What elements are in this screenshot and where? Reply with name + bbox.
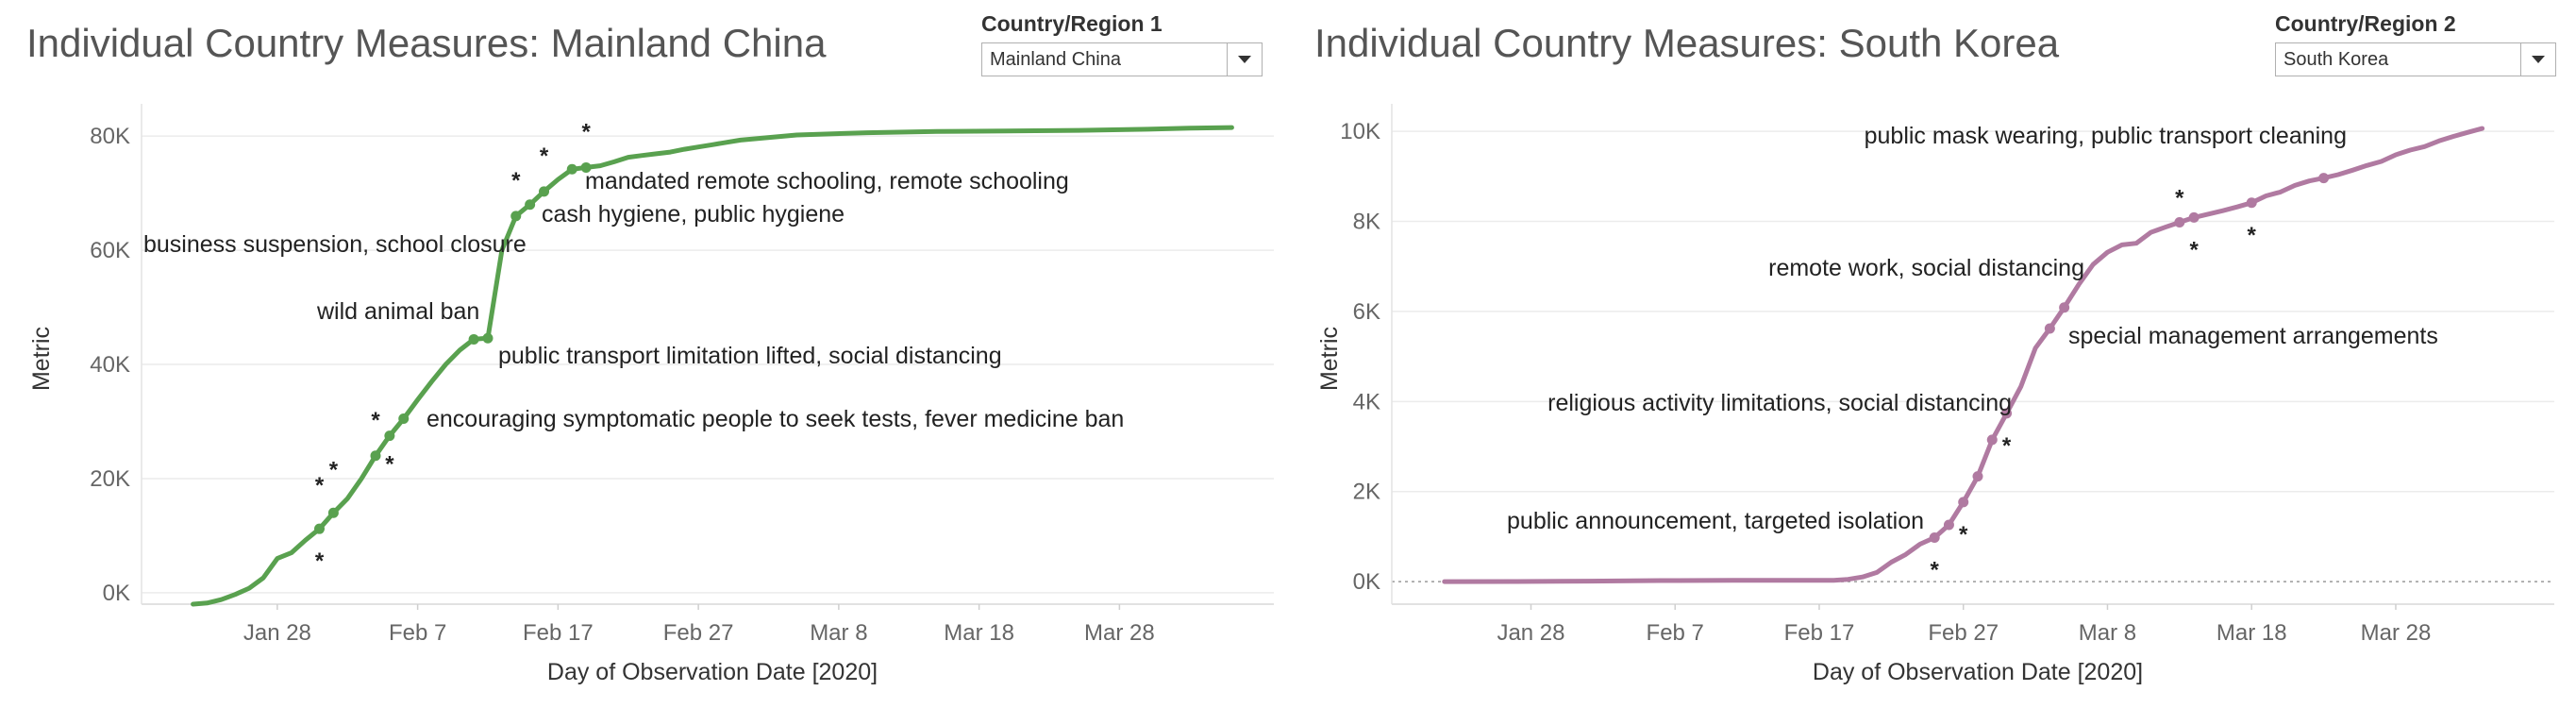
x-tick-label: Feb 7: [389, 620, 446, 646]
annotation-label: public announcement, targeted isolation: [1507, 508, 1924, 534]
measure-marker: [510, 211, 522, 222]
x-axis-title: Day of Observation Date [2020]: [1813, 659, 2143, 685]
x-tick-label: Mar 28: [2361, 620, 2432, 646]
y-tick-label: 80K: [90, 124, 130, 149]
country-region-2-dropdown[interactable]: South Korea: [2275, 42, 2556, 76]
measure-marker: [2174, 216, 2185, 228]
measure-star: *: [371, 408, 380, 433]
y-tick-label: 20K: [90, 466, 130, 492]
measure-marker: [314, 523, 325, 534]
measure-marker: [2188, 211, 2200, 223]
y-tick-label: 4K: [1353, 389, 1380, 414]
annotation-label: mandated remote schooling, remote school…: [585, 168, 1069, 194]
chevron-down-icon[interactable]: [1227, 43, 1262, 76]
x-tick-label: Mar 28: [1084, 620, 1155, 646]
measure-marker: [398, 413, 410, 424]
annotation-label: religious activity limitations, social d…: [1547, 390, 2012, 416]
country-region-1-dropdown[interactable]: Mainland China: [981, 42, 1263, 76]
measure-marker: [1943, 519, 1954, 531]
y-tick-label: 10K: [1340, 119, 1380, 144]
measure-star: *: [2248, 223, 2257, 248]
chevron-down-icon[interactable]: [2520, 43, 2555, 76]
y-tick-label: 6K: [1353, 299, 1380, 325]
measure-marker: [2001, 408, 2013, 419]
x-tick-label: Mar 8: [810, 620, 867, 646]
measure-marker: [2246, 197, 2257, 209]
measure-marker: [1986, 434, 1998, 446]
annotation-label: cash hygiene, public hygiene: [542, 201, 845, 228]
filter-label: Country/Region 1: [981, 11, 1163, 36]
y-tick-label: 60K: [90, 238, 130, 263]
annotation-label: wild animal ban: [316, 298, 479, 325]
measure-marker: [327, 507, 339, 518]
x-axis-title: Day of Observation Date [2020]: [547, 659, 878, 685]
measure-marker: [468, 333, 479, 345]
annotation-label: remote work, social distancing: [1768, 255, 2084, 281]
measure-marker: [539, 186, 549, 197]
y-tick-label: 0K: [1353, 569, 1380, 595]
measure-marker: [1958, 497, 1969, 508]
y-axis-title: Metric: [28, 327, 55, 391]
x-tick-label: Feb 7: [1647, 620, 1704, 646]
x-tick-label: Mar 8: [2079, 620, 2136, 646]
measure-marker: [370, 450, 381, 462]
measure-marker: [525, 199, 536, 211]
measure-star: *: [2175, 185, 2184, 211]
x-tick-label: Jan 28: [243, 620, 311, 646]
country-region-2-filter: Country/Region 2 South Korea: [2275, 11, 2556, 76]
annotation-label: public mask wearing, public transport cl…: [1865, 123, 2347, 149]
annotation-label: encouraging symptomatic people to seek t…: [427, 406, 1124, 432]
measure-star: *: [511, 168, 521, 194]
measure-marker: [1929, 532, 1940, 544]
x-tick-label: Feb 17: [1784, 620, 1855, 646]
panel-mainland-china: Individual Country Measures: Mainland Ch…: [26, 11, 1274, 685]
x-tick-label: Mar 18: [944, 620, 1014, 646]
chart-title: Individual Country Measures: South Korea: [1314, 21, 2060, 65]
measure-star: *: [1931, 558, 1940, 583]
x-tick-label: Feb 27: [663, 620, 734, 646]
measure-marker: [482, 332, 493, 344]
measure-marker: [2059, 302, 2070, 313]
measure-marker: [1972, 471, 1983, 482]
measure-star: *: [315, 548, 325, 574]
measure-marker: [2318, 173, 2330, 184]
dropdown-selected-value: South Korea: [2283, 48, 2389, 70]
dropdown-selected-value: Mainland China: [990, 48, 1121, 70]
measure-star: *: [329, 457, 339, 482]
measure-star: *: [2002, 433, 2012, 459]
measure-star: *: [385, 452, 394, 478]
chart-title: Individual Country Measures: Mainland Ch…: [26, 21, 827, 65]
measure-star: *: [540, 143, 549, 169]
y-tick-label: 8K: [1353, 209, 1380, 234]
measure-marker: [2044, 323, 2055, 334]
panel-south-korea: Individual Country Measures: South Korea…: [1288, 0, 2576, 725]
measure-star: *: [1959, 522, 1968, 548]
measure-star: *: [581, 119, 591, 144]
measure-star: *: [315, 473, 325, 498]
x-tick-label: Feb 27: [1928, 620, 1999, 646]
annotation-label: business suspension, school closure: [143, 231, 527, 258]
series-line: [1442, 126, 2485, 584]
y-axis-title: Metric: [1316, 327, 1343, 391]
y-tick-label: 0K: [103, 581, 130, 606]
measure-marker: [580, 161, 592, 173]
measure-marker: [384, 430, 395, 442]
measure-star: *: [2189, 237, 2199, 262]
chart-south-korea: 0K 2K 4K 6K 8K 10K Jan 28 Feb 7 Feb 17 Feb 27 Mar …: [1316, 104, 2554, 685]
y-tick-label: 2K: [1353, 480, 1380, 505]
x-tick-label: Feb 17: [523, 620, 594, 646]
x-tick-label: Jan 28: [1497, 620, 1564, 646]
series-line: [191, 125, 1234, 607]
x-tick-label: Mar 18: [2216, 620, 2287, 646]
filter-label: Country/Region 2: [2275, 11, 2456, 36]
annotation-label: special management arrangements: [2068, 323, 2438, 349]
chart-mainland-china: 0K 20K 40K 60K 80K Jan 28 Feb 7 Feb 17 Feb 27 Mar…: [28, 104, 1274, 685]
y-tick-label: 40K: [90, 352, 130, 378]
annotation-label: public transport limitation lifted, soci…: [498, 343, 1002, 369]
country-region-1-filter: Country/Region 1 Mainland China: [981, 11, 1263, 76]
measure-marker: [566, 163, 577, 175]
